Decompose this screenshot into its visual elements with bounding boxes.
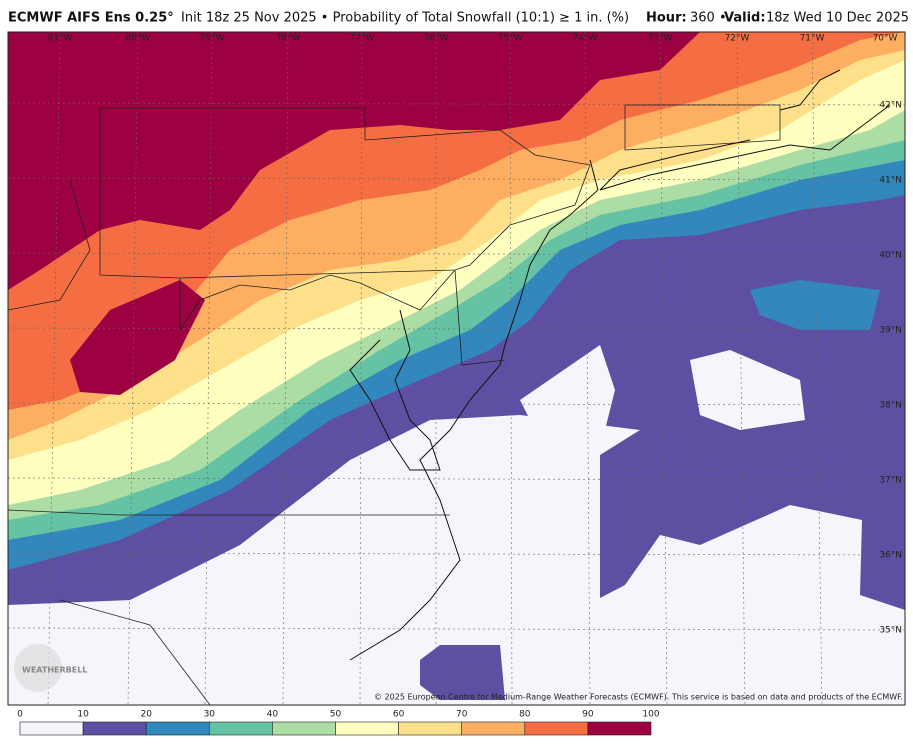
colorbar-tick-label: 70 bbox=[456, 710, 468, 720]
coordinate-labels: 81°W 80°W 79°W 78°W 77°W 76°W 75°W 74°W 73°W 72°W… bbox=[48, 34, 902, 636]
colorbar-tick-label: 90 bbox=[582, 710, 594, 720]
lat-label: 42°N bbox=[879, 101, 902, 111]
hour: 360 • bbox=[690, 11, 727, 26]
hole bbox=[520, 345, 615, 450]
map bbox=[8, 32, 905, 705]
lon-label: 74°W bbox=[573, 34, 598, 44]
hour-label: Hour: bbox=[646, 11, 687, 26]
band-90-blob bbox=[70, 280, 205, 395]
colorbar-segment bbox=[145, 721, 210, 736]
copyright: © 2025 European Centre for Medium-Range … bbox=[374, 693, 903, 702]
hole bbox=[690, 350, 805, 430]
colorbar-segment bbox=[82, 721, 147, 736]
lon-label: 71°W bbox=[800, 34, 825, 44]
lon-label: 73°W bbox=[648, 34, 673, 44]
lon-label: 81°W bbox=[48, 34, 73, 44]
logo-text: WEATHERBELL bbox=[22, 666, 87, 675]
valid: 18z Wed 10 Dec 2025 bbox=[766, 11, 909, 26]
band-20-blob bbox=[750, 280, 880, 330]
colorbar-tick-label: 20 bbox=[140, 710, 152, 720]
lat-label: 40°N bbox=[879, 251, 902, 261]
lon-label: 79°W bbox=[200, 34, 225, 44]
colorbar-tick-label: 10 bbox=[77, 710, 89, 720]
logo: WEATHERBELL bbox=[14, 644, 87, 692]
lat-label: 38°N bbox=[879, 401, 902, 411]
colorbar-tick-label: 50 bbox=[330, 710, 342, 720]
coastline bbox=[349, 69, 891, 661]
model-title: ECMWF AIFS Ens 0.25° bbox=[8, 11, 174, 26]
colorbar-segment bbox=[272, 721, 336, 736]
colorbar-segment bbox=[524, 721, 589, 736]
colorbar-segment bbox=[398, 721, 463, 736]
lon-label: 76°W bbox=[424, 34, 449, 44]
lat-label: 39°N bbox=[879, 326, 902, 336]
colorbar-segment bbox=[587, 721, 652, 736]
colorbar-segment bbox=[19, 721, 84, 736]
lat-label: 36°N bbox=[879, 551, 902, 561]
lon-label: 75°W bbox=[498, 34, 523, 44]
lat-label: 41°N bbox=[879, 176, 902, 186]
lon-label: 80°W bbox=[126, 34, 151, 44]
colorbar-tick-label: 0 bbox=[17, 710, 23, 720]
lon-label: 78°W bbox=[276, 34, 301, 44]
band-10-blob bbox=[420, 645, 505, 700]
band-90 bbox=[8, 32, 700, 290]
colorbar-segment bbox=[461, 721, 526, 736]
colorbar: 0 10 20 30 40 50 60 70 80 90 100 bbox=[17, 710, 660, 736]
map-frame bbox=[7, 31, 906, 706]
borders bbox=[8, 104, 781, 705]
colorbar-tick-label: 40 bbox=[267, 710, 279, 720]
colorbar-tick-label: 30 bbox=[204, 710, 216, 720]
colorbar-tick-label: 80 bbox=[519, 710, 531, 720]
colorbar-segment bbox=[335, 721, 399, 736]
description: Init 18z 25 Nov 2025 • Probability of To… bbox=[181, 11, 629, 26]
valid-label: Valid: bbox=[724, 11, 766, 26]
colorbar-segment bbox=[209, 721, 273, 736]
lon-label: 70°W bbox=[873, 34, 898, 44]
lat-label: 37°N bbox=[879, 476, 902, 486]
lon-label: 72°W bbox=[725, 34, 750, 44]
colorbar-tick-label: 60 bbox=[393, 710, 405, 720]
lon-label: 77°W bbox=[350, 34, 375, 44]
colorbar-tick-label: 100 bbox=[642, 710, 659, 720]
lat-label: 35°N bbox=[879, 626, 902, 636]
